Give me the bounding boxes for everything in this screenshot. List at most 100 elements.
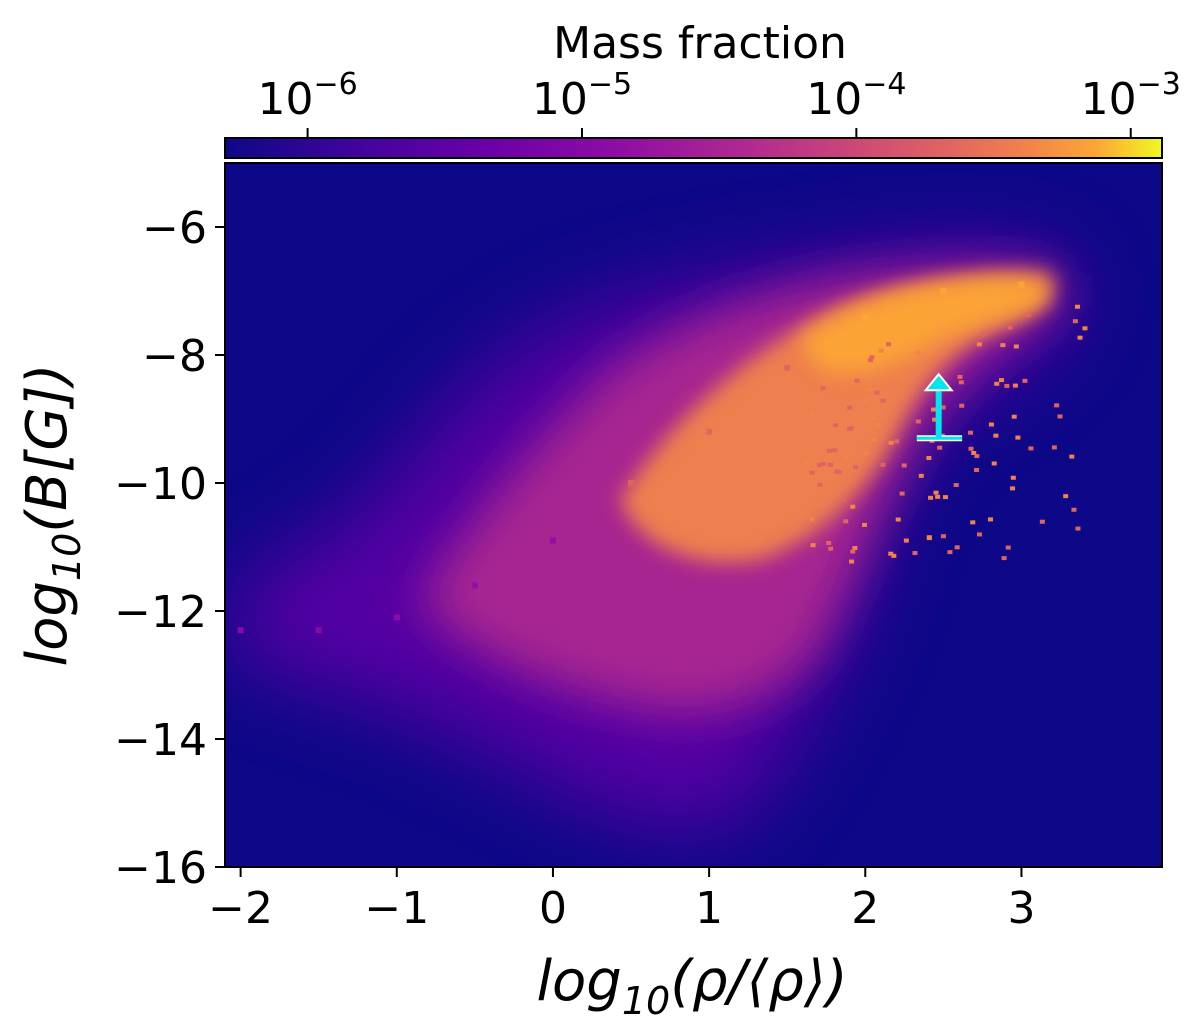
density-ridge-point (1018, 281, 1025, 288)
scatter-pixel (899, 491, 905, 496)
scatter-pixel (820, 386, 826, 391)
scatter-pixel (1011, 414, 1017, 419)
y-axis: −16 −14 −12 −10 −8 −6 (114, 203, 225, 894)
x-tick-label: 0 (539, 883, 567, 934)
scatter-pixel (867, 358, 873, 363)
scatter-pixel (846, 426, 852, 431)
density-ridge-point (784, 364, 791, 371)
scatter-pixel (880, 462, 886, 467)
colorbar-label: Mass fraction (553, 18, 847, 69)
scatter-pixel (912, 551, 918, 556)
x-tick-label: 3 (1007, 883, 1035, 934)
y-axis-label-prefix: log (15, 581, 80, 666)
scatter-pixel (1072, 319, 1078, 324)
scatter-pixel (1005, 545, 1011, 550)
colorbar (224, 137, 1163, 159)
scatter-pixel (843, 519, 849, 524)
density-ridge-point (393, 614, 400, 621)
scatter-pixel (1075, 526, 1081, 531)
scatter-pixel (867, 386, 873, 391)
scatter-pixel (1054, 403, 1060, 408)
scatter-pixel (937, 445, 943, 450)
scatter-pixel (863, 398, 869, 403)
scatter-pixel (852, 546, 858, 551)
x-tick-label: −2 (208, 883, 273, 934)
scatter-pixel (878, 348, 884, 353)
x-axis-label-prefix: log (536, 949, 621, 1014)
density-ridge-point (706, 428, 713, 435)
scatter-pixel (1015, 435, 1021, 440)
scatter-pixel (869, 355, 875, 360)
scatter-pixel (1071, 507, 1077, 512)
y-tick-label: −8 (142, 331, 207, 382)
scatter-pixel (854, 378, 860, 383)
scatter-pixel (1000, 343, 1006, 348)
density-ridge-point (628, 480, 635, 486)
density-ridge-point (237, 627, 244, 634)
scatter-pixel (850, 549, 856, 554)
scatter-pixel (947, 550, 953, 555)
scatter-pixel (874, 390, 880, 395)
scatter-pixel (1010, 486, 1016, 491)
density-inner-core (620, 271, 1054, 563)
plot-frame (224, 162, 1163, 868)
scatter-pixel (832, 423, 838, 428)
colorbar-tick-label: 10−3 (1081, 67, 1181, 125)
scatter-pixel (988, 517, 994, 522)
scatter-pixel (809, 517, 815, 522)
arrow-head (923, 372, 954, 392)
scatter-pixel (988, 422, 994, 427)
scatter-pixel (874, 423, 880, 428)
scatter-pixel (861, 522, 867, 527)
scatter-pixel (827, 448, 833, 453)
scatter-pixel (842, 455, 848, 460)
scatter-pixel (849, 559, 855, 564)
scatter-pixel (1057, 414, 1063, 419)
scatter-pixel (974, 454, 980, 459)
y-axis-label: log10(B[G]) (15, 364, 89, 667)
y-tick-label: −12 (114, 587, 207, 638)
scatter-pixel (850, 504, 856, 509)
scatter-pixel (915, 350, 921, 355)
colorbar-tick-label: 10−6 (257, 67, 357, 125)
scatter-pixel (1022, 378, 1028, 383)
scatter-pixel (820, 461, 826, 466)
heatmap-density (232, 251, 1088, 831)
scatter-pixel (928, 495, 934, 500)
scatter-pixel (976, 342, 982, 347)
scatter-pixel (810, 543, 816, 548)
scatter-pixel (832, 448, 838, 453)
scatter-pixel (827, 462, 833, 467)
scattered-pixels (237, 281, 1088, 634)
scatter-pixel (817, 462, 823, 467)
x-tick-label: −1 (364, 883, 429, 934)
scatter-pixel (886, 342, 892, 347)
density-ridge-point (862, 313, 869, 320)
scatter-pixel (895, 517, 901, 522)
scatter-pixel (1025, 313, 1031, 318)
scatter-pixel (1012, 383, 1018, 388)
scatter-pixel (1007, 325, 1013, 330)
scatter-pixel (1004, 383, 1010, 388)
scatter-pixel (880, 398, 886, 403)
x-axis-label-sub: 10 (622, 979, 670, 1023)
scatter-pixel (940, 405, 946, 410)
scatter-pixel (991, 461, 997, 466)
scatter-pixel (1010, 475, 1016, 480)
scatter-pixel (954, 545, 960, 550)
scatter-pixel (953, 483, 959, 488)
density-ridge-point (940, 288, 947, 294)
colorbar-tick-label: 10−5 (532, 67, 632, 125)
y-tick-label: −6 (142, 203, 207, 254)
scatter-pixel (1013, 344, 1019, 349)
scatter-pixel (826, 540, 832, 545)
scatter-pixel (932, 417, 938, 422)
y-tick-label: −16 (114, 843, 207, 894)
density-ridge-point (315, 627, 322, 634)
scatter-pixel (1001, 556, 1007, 561)
y-axis-label-sub: 10 (45, 533, 89, 581)
x-tick-label: 1 (695, 883, 723, 934)
scatter-pixel (804, 460, 810, 465)
scatter-pixel (933, 490, 939, 495)
scatter-pixel (974, 467, 980, 472)
